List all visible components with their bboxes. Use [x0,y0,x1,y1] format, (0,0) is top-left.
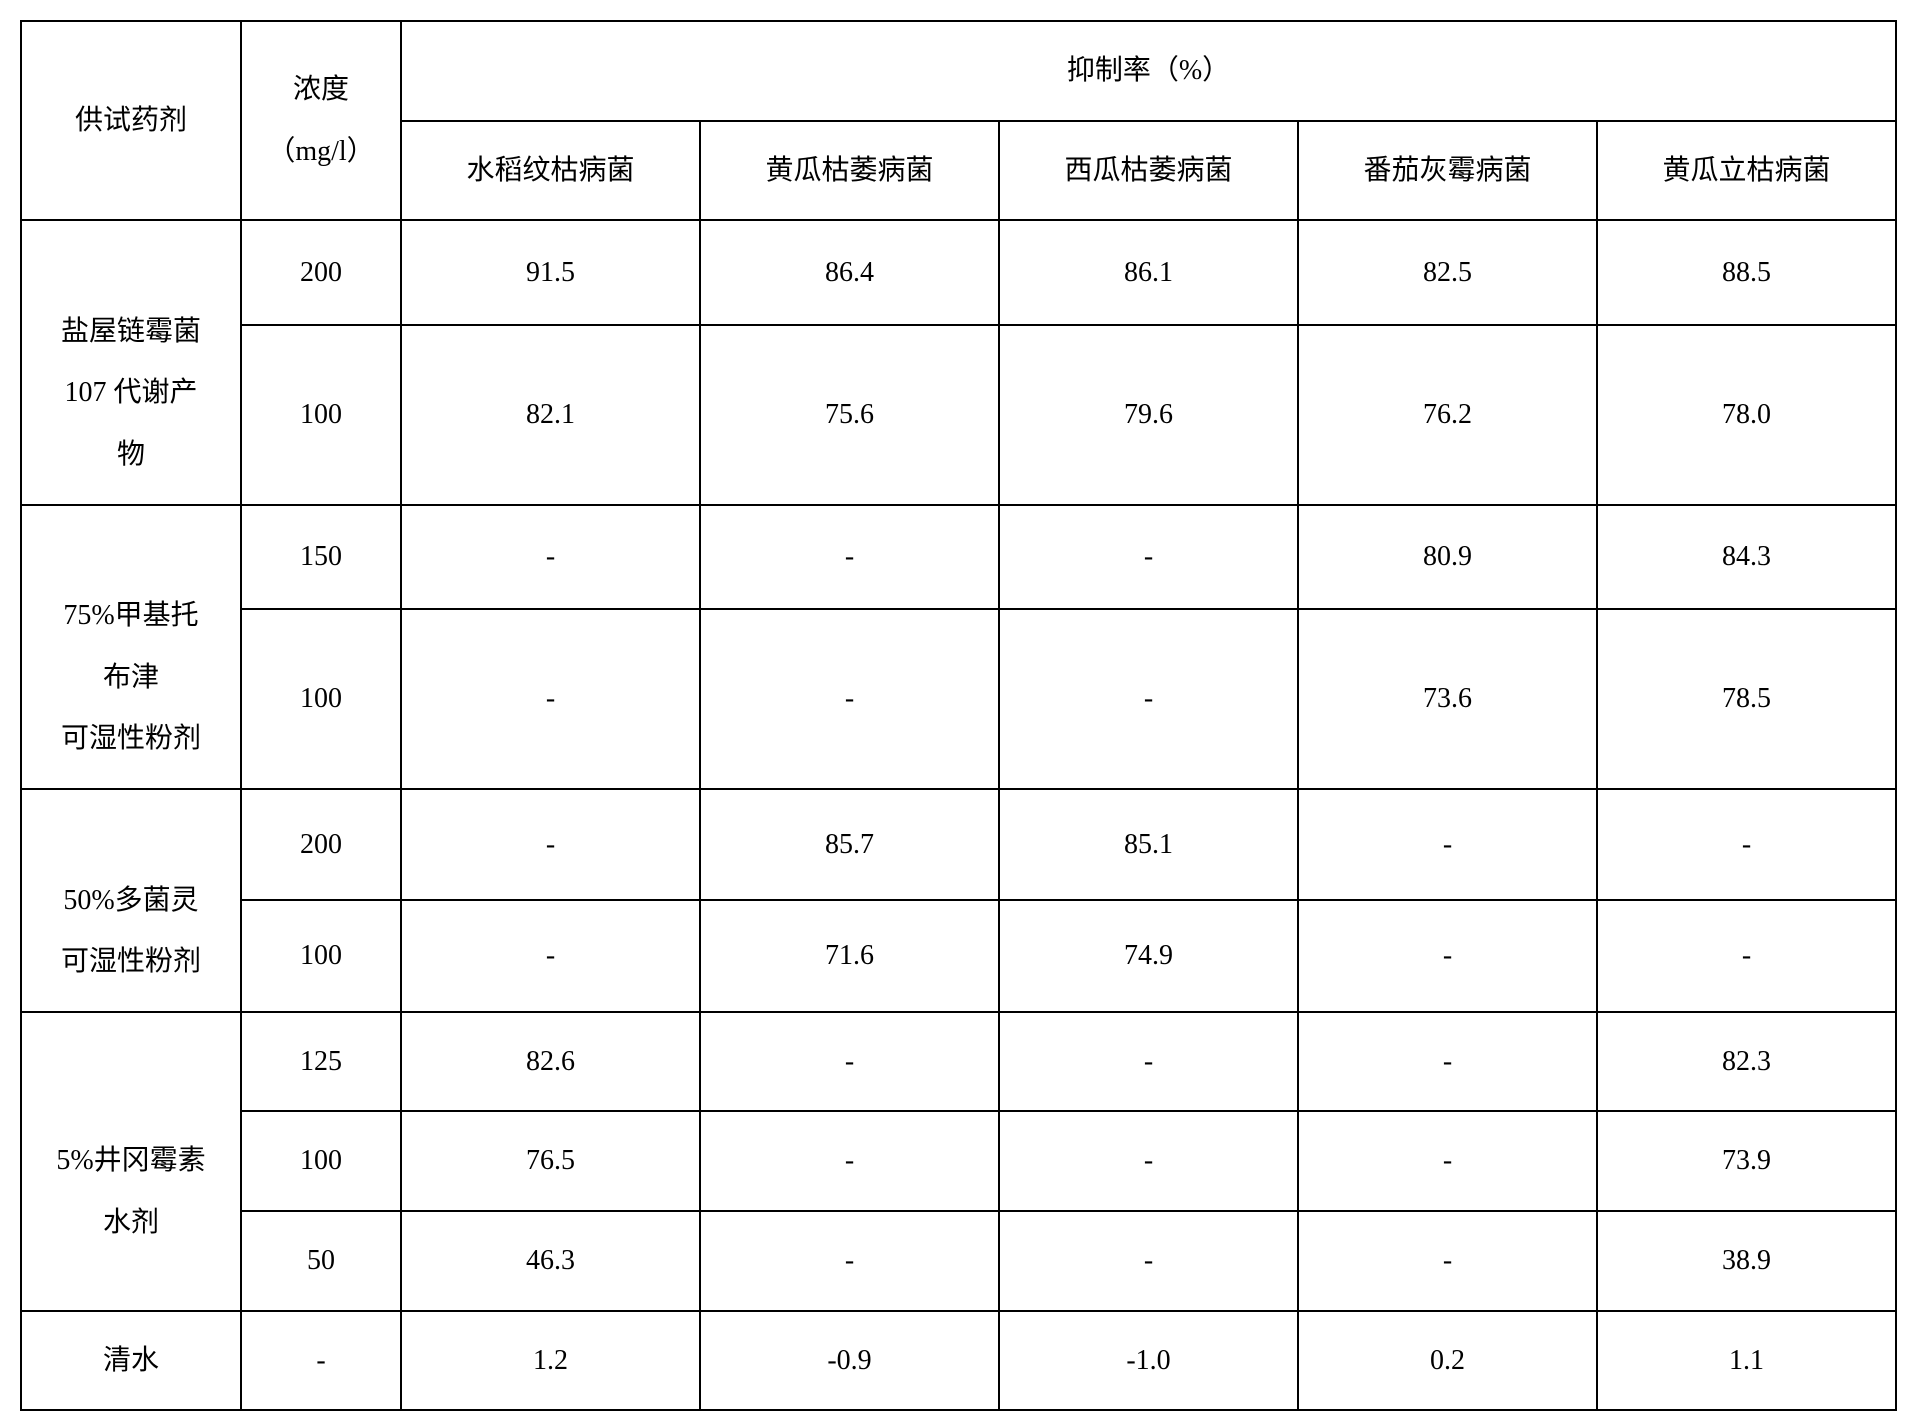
agent-label: 供试药剂 [75,105,187,136]
agent-name-0: 盐屋链霉菌 107 代谢产 物 [61,316,201,470]
conc-cell: 200 [241,220,401,324]
agent-cell-2: 50%多菌灵 可湿性粉剂 [21,789,241,1012]
data-cell: - [401,900,700,1011]
table-row: 100 - - - 73.6 78.5 [21,609,1896,789]
data-cell: - [999,505,1298,609]
data-cell: - [401,789,700,900]
data-cell: 76.2 [1298,325,1597,505]
conc-cell: 100 [241,1111,401,1211]
pathogen-3: 番茄灰霉病菌 [1298,121,1597,221]
data-cell: - [401,505,700,609]
data-cell: - [1298,789,1597,900]
data-cell: 86.1 [999,220,1298,324]
concentration-label: 浓度 [293,74,349,105]
data-cell: 71.6 [700,900,999,1011]
data-cell: - [700,1111,999,1211]
conc-cell: - [241,1311,401,1411]
data-cell: 85.1 [999,789,1298,900]
data-cell: - [700,1012,999,1112]
concentration-unit: （mg/l） [267,136,374,167]
data-cell: 76.5 [401,1111,700,1211]
data-cell: 86.4 [700,220,999,324]
data-cell: 85.7 [700,789,999,900]
data-cell: 82.6 [401,1012,700,1112]
data-cell: - [1298,900,1597,1011]
table-row: 5%井冈霉素 水剂 125 82.6 - - - 82.3 [21,1012,1896,1112]
data-cell: - [700,609,999,789]
agent-cell-4: 清水 [21,1311,241,1411]
data-cell: -0.9 [700,1311,999,1411]
agent-name-1: 75%甲基托 布津 可湿性粉剂 [61,600,201,754]
data-cell: 75.6 [700,325,999,505]
table-row: 100 76.5 - - - 73.9 [21,1111,1896,1211]
conc-cell: 100 [241,900,401,1011]
data-cell: 80.9 [1298,505,1597,609]
table-row: 50%多菌灵 可湿性粉剂 200 - 85.7 85.1 - - [21,789,1896,900]
table-row: 100 - 71.6 74.9 - - [21,900,1896,1011]
data-cell: 1.2 [401,1311,700,1411]
agent-cell-1: 75%甲基托 布津 可湿性粉剂 [21,505,241,789]
header-row-1: 供试药剂 浓度 （mg/l） 抑制率（%） [21,21,1896,121]
pathogen-4: 黄瓜立枯病菌 [1597,121,1896,221]
data-cell: - [1597,900,1896,1011]
data-cell: 84.3 [1597,505,1896,609]
table-row: 50 46.3 - - - 38.9 [21,1211,1896,1311]
data-cell: 88.5 [1597,220,1896,324]
data-cell: 74.9 [999,900,1298,1011]
data-cell: 82.1 [401,325,700,505]
agent-name-3: 5%井冈霉素 水剂 [56,1145,205,1238]
data-cell: - [1298,1111,1597,1211]
conc-cell: 200 [241,789,401,900]
pathogen-2: 西瓜枯萎病菌 [999,121,1298,221]
conc-cell: 100 [241,609,401,789]
conc-cell: 125 [241,1012,401,1112]
conc-cell: 100 [241,325,401,505]
agent-name-2: 50%多菌灵 可湿性粉剂 [61,885,201,978]
data-cell: 73.9 [1597,1111,1896,1211]
data-cell: 73.6 [1298,609,1597,789]
agent-cell-0: 盐屋链霉菌 107 代谢产 物 [21,220,241,504]
data-cell: 78.0 [1597,325,1896,505]
data-cell: - [1597,789,1896,900]
data-cell: 1.1 [1597,1311,1896,1411]
data-cell: 38.9 [1597,1211,1896,1311]
table-row: 清水 - 1.2 -0.9 -1.0 0.2 1.1 [21,1311,1896,1411]
conc-cell: 50 [241,1211,401,1311]
table-row: 盐屋链霉菌 107 代谢产 物 200 91.5 86.4 86.1 82.5 … [21,220,1896,324]
header-agent: 供试药剂 [21,21,241,220]
conc-cell: 150 [241,505,401,609]
data-cell: 0.2 [1298,1311,1597,1411]
data-cell: - [999,609,1298,789]
data-cell: -1.0 [999,1311,1298,1411]
pathogen-1: 黄瓜枯萎病菌 [700,121,999,221]
table-row: 75%甲基托 布津 可湿性粉剂 150 - - - 80.9 84.3 [21,505,1896,609]
data-cell: - [999,1012,1298,1112]
data-cell: - [700,505,999,609]
pathogen-0: 水稻纹枯病菌 [401,121,700,221]
data-cell: - [401,609,700,789]
data-cell: 91.5 [401,220,700,324]
data-cell: - [999,1211,1298,1311]
data-cell: 82.3 [1597,1012,1896,1112]
inhibition-rate-table: 供试药剂 浓度 （mg/l） 抑制率（%） 水稻纹枯病菌 黄瓜枯萎病菌 西瓜枯萎… [20,20,1897,1411]
data-cell: 46.3 [401,1211,700,1311]
data-cell: 82.5 [1298,220,1597,324]
data-cell: - [1298,1211,1597,1311]
header-concentration: 浓度 （mg/l） [241,21,401,220]
data-cell: - [700,1211,999,1311]
table-row: 100 82.1 75.6 79.6 76.2 78.0 [21,325,1896,505]
data-cell: 78.5 [1597,609,1896,789]
data-cell: 79.6 [999,325,1298,505]
data-cell: - [999,1111,1298,1211]
agent-cell-3: 5%井冈霉素 水剂 [21,1012,241,1311]
data-cell: - [1298,1012,1597,1112]
header-inhibition: 抑制率（%） [401,21,1896,121]
